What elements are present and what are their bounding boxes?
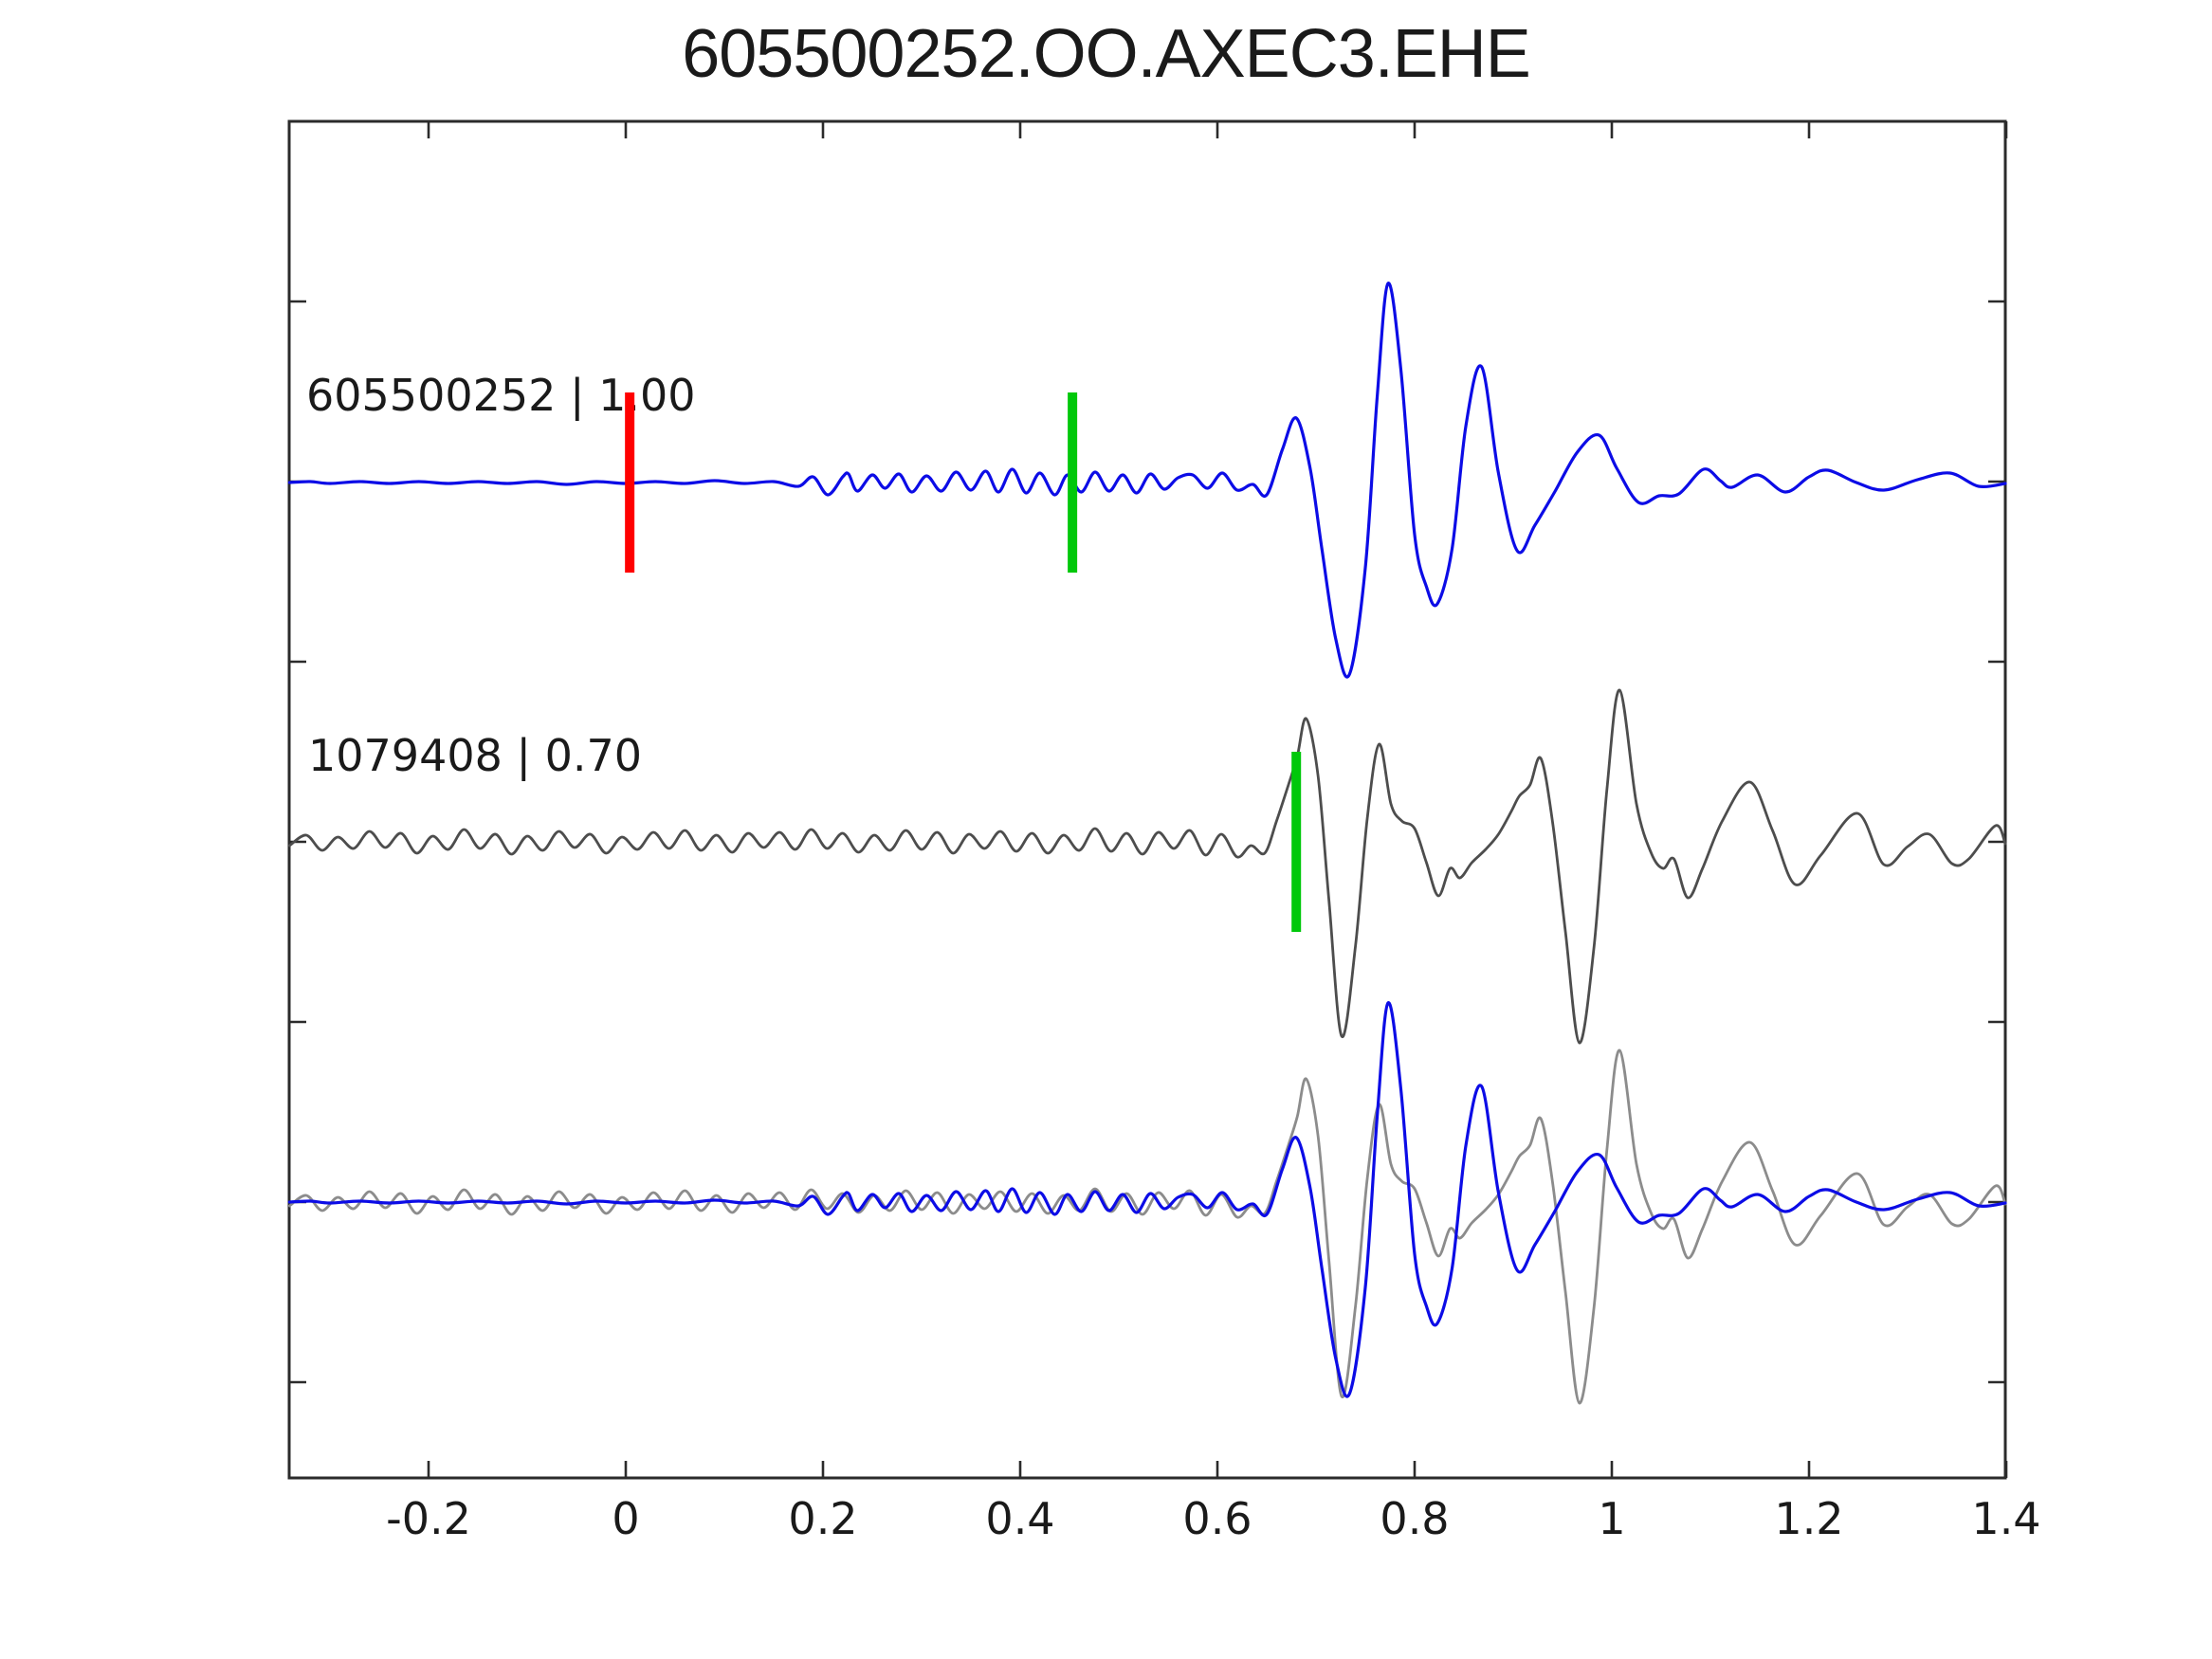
x-tick-label: 1.2 [1774, 1493, 1843, 1544]
detection-phase-pick-marker [1291, 752, 1302, 932]
x-tick-label: 0.8 [1380, 1493, 1449, 1544]
template-waveform [287, 282, 2007, 679]
x-tick-label: 0 [612, 1493, 639, 1544]
x-tick-label: -0.2 [386, 1493, 471, 1544]
axes-spines [287, 119, 2007, 1480]
overlay-detection-waveform [288, 1048, 2007, 1405]
template-phase-pick-marker [1068, 392, 1078, 573]
x-tick-label: 1 [1598, 1493, 1625, 1544]
x-tick-label: 1.4 [1971, 1493, 2040, 1544]
detection-trace-label: 1079408 | 0.70 [308, 730, 643, 781]
template-zero-pick-marker [625, 392, 635, 573]
page-title: 605500252.OO.AXEC3.EHE [682, 16, 1531, 92]
overlay-template-waveform [287, 1001, 2007, 1398]
x-tick-label: 0.4 [985, 1493, 1054, 1544]
x-tick-label: 0.2 [788, 1493, 857, 1544]
detection-waveform [288, 688, 2007, 1045]
x-tick-label: 0.6 [1182, 1493, 1252, 1544]
